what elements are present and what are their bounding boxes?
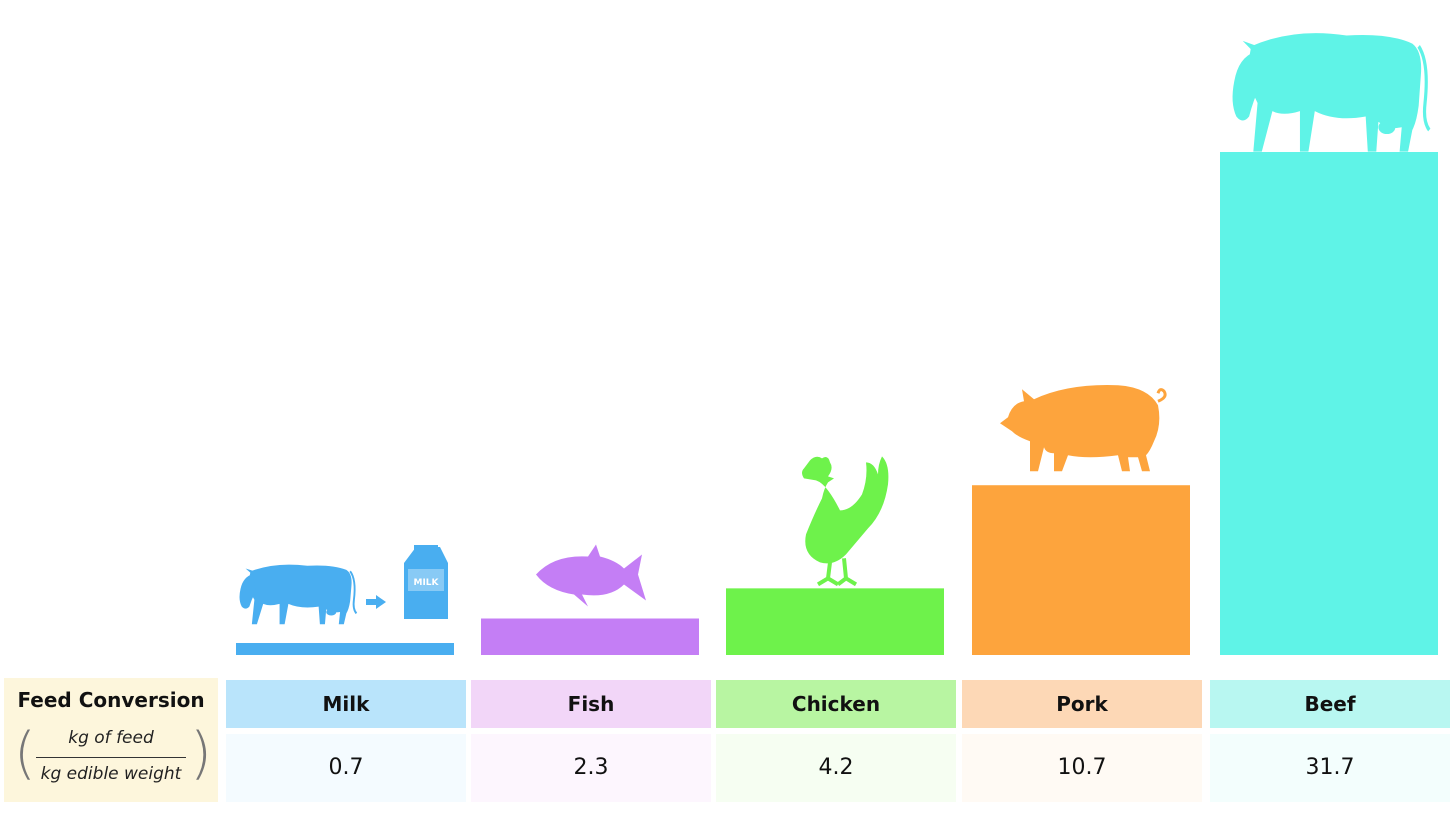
row-label: Feed Conversion <box>17 688 205 712</box>
value-label-pork: 10.7 <box>962 734 1202 802</box>
fish-icon <box>536 544 646 607</box>
chicken-icon <box>802 456 889 587</box>
pig-icon <box>1000 384 1167 472</box>
unit-numerator: kg of feed <box>68 728 154 748</box>
category-label-milk: Milk <box>226 680 466 728</box>
arrow-icon <box>366 595 386 609</box>
value-label-chicken: 4.2 <box>716 734 956 802</box>
bar-pork <box>972 485 1190 655</box>
bars-group <box>236 152 1438 655</box>
milk-carton-label: MILK <box>413 578 439 588</box>
bar-beef <box>1220 152 1438 655</box>
left-paren: ( <box>14 721 36 786</box>
category-label-pork: Pork <box>962 680 1202 728</box>
icons-group: MILK <box>239 33 1431 625</box>
category-label-beef: Beef <box>1210 680 1450 728</box>
right-paren: ) <box>190 721 212 786</box>
unit-denominator: kg edible weight <box>40 764 182 784</box>
bar-chicken <box>726 588 944 655</box>
fraction-line <box>36 757 186 758</box>
feed-conversion-label-box: Feed Conversion ( kg of feed kg edible w… <box>4 678 218 802</box>
category-label-fish: Fish <box>471 680 711 728</box>
bar-milk <box>236 643 454 655</box>
value-label-beef: 31.7 <box>1210 734 1450 802</box>
category-label-chicken: Chicken <box>716 680 956 728</box>
milk-carton-icon: MILK <box>404 545 448 619</box>
value-label-fish: 2.3 <box>471 734 711 802</box>
cow-to-milk-icon <box>239 564 358 625</box>
value-label-milk: 0.7 <box>226 734 466 802</box>
cow-icon <box>1232 33 1431 152</box>
bar-fish <box>481 618 699 655</box>
